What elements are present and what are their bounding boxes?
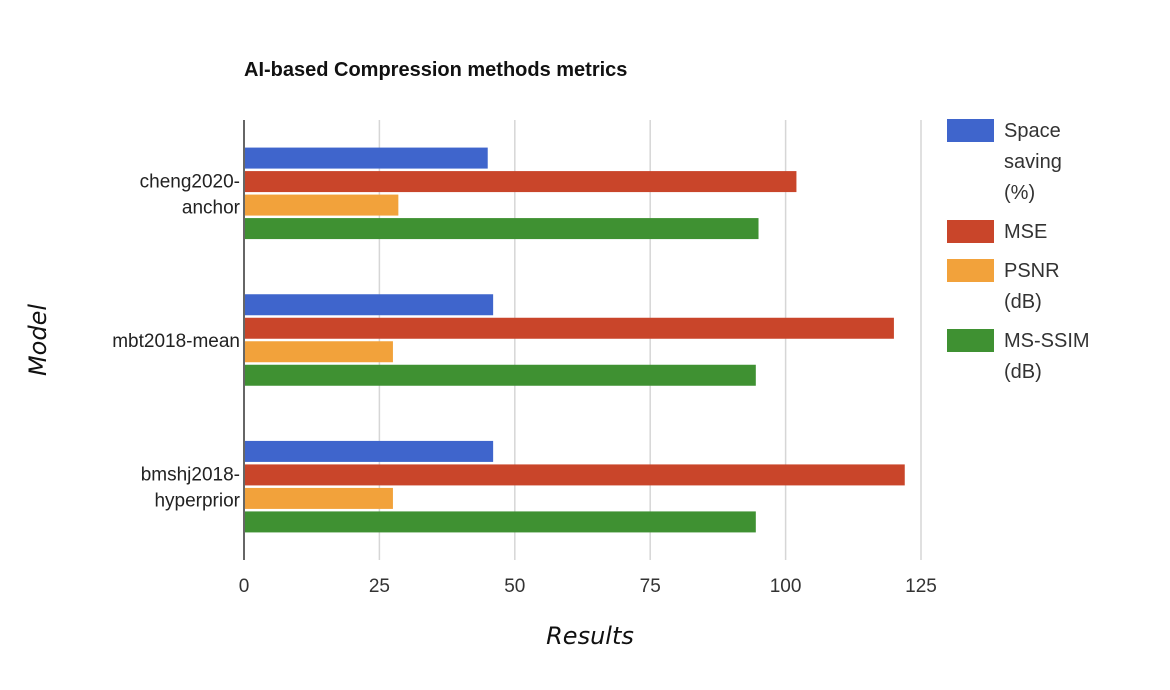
- x-axis-label: Results: [546, 622, 634, 650]
- bar: [245, 364, 756, 386]
- bar: [245, 487, 393, 509]
- bar: [245, 317, 894, 339]
- category-labels: cheng2020-anchor mbt2018-mean bmshj2018-hy…: [112, 171, 240, 511]
- x-tick-label: 0: [239, 576, 250, 597]
- legend-label: Space saving (%): [1004, 120, 1062, 204]
- legend-swatch: [947, 119, 994, 142]
- bar: [245, 440, 494, 462]
- legend-swatch: [947, 220, 994, 243]
- bar: [245, 194, 399, 216]
- x-tick-label: 25: [369, 576, 390, 597]
- legend-swatch: [947, 329, 994, 352]
- legend-label: MS-SSIM (dB): [1004, 330, 1090, 383]
- bar: [245, 511, 756, 533]
- legend-swatch: [947, 259, 994, 282]
- x-tick-label: 75: [640, 576, 661, 597]
- bar: [245, 294, 494, 316]
- x-tick-labels: 0 25 50 75 100 125: [239, 576, 937, 597]
- bar: [245, 147, 488, 169]
- chart-title: AI-based Compression methods metrics: [244, 59, 627, 81]
- bars: [245, 147, 905, 533]
- bar: [245, 341, 393, 363]
- legend-label: PSNR (dB): [1004, 260, 1060, 313]
- bar: [245, 218, 759, 240]
- category-label: cheng2020-anchor: [140, 171, 241, 218]
- category-label: mbt2018-mean: [112, 331, 240, 352]
- legend: Space saving (%) MSE PSNR (dB) MS-SSIM (dB): [947, 119, 1090, 383]
- legend-label: MSE: [1004, 221, 1047, 243]
- category-label: bmshj2018-hyperprior: [141, 465, 241, 512]
- y-axis-label: Model: [24, 304, 52, 376]
- bar: [245, 464, 905, 486]
- x-tick-label: 125: [905, 576, 937, 597]
- bar: [245, 171, 797, 193]
- x-tick-label: 100: [770, 576, 802, 597]
- gridlines: [378, 120, 922, 560]
- x-tick-label: 50: [504, 576, 525, 597]
